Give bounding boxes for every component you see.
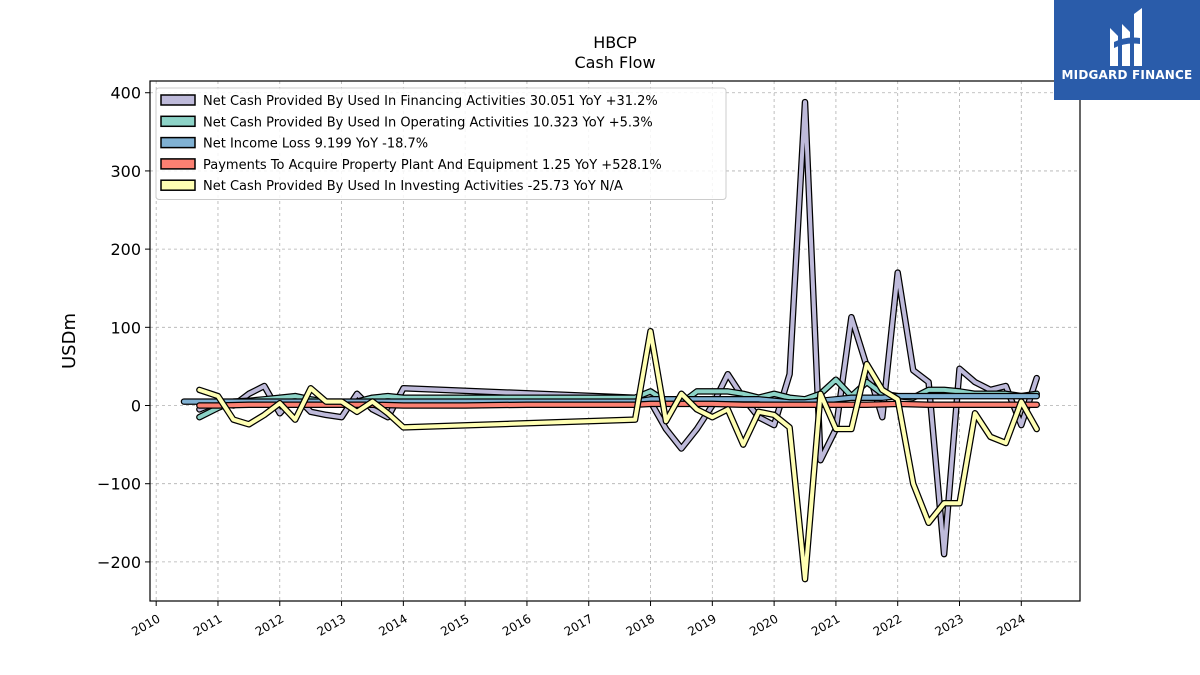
x-tick-label: 2018 xyxy=(624,611,657,638)
y-tick-label: 100 xyxy=(110,318,141,337)
y-tick-label: 300 xyxy=(110,162,141,181)
x-tick-label: 2023 xyxy=(933,611,966,638)
legend: Net Cash Provided By Used In Financing A… xyxy=(155,87,727,200)
logo-text: MIDGARD FINANCE xyxy=(1061,68,1193,82)
x-tick-label: 2016 xyxy=(500,611,533,638)
x-tick-label: 2024 xyxy=(994,611,1027,638)
legend-label: Net Cash Provided By Used In Financing A… xyxy=(203,94,658,109)
legend-swatch xyxy=(160,115,196,128)
legend-box xyxy=(155,87,727,200)
x-tick-label: 2017 xyxy=(562,611,595,638)
y-tick-label: −100 xyxy=(97,475,141,494)
logo-mark-icon xyxy=(1110,8,1142,66)
x-tick-label: 2021 xyxy=(809,611,842,638)
chart-subtitle: Cash Flow xyxy=(574,53,655,72)
y-tick-label: 200 xyxy=(110,240,141,259)
y-tick-label: 0 xyxy=(131,397,141,416)
x-tick-label: 2014 xyxy=(376,611,409,638)
legend-swatch xyxy=(160,158,196,170)
y-tick-label: 400 xyxy=(110,84,141,103)
chart-title: HBCP xyxy=(593,33,637,52)
legend-label: Net Cash Provided By Used In Investing A… xyxy=(203,179,623,194)
midgard-finance-logo: MIDGARD FINANCE xyxy=(1054,0,1200,100)
x-tick-label: 2020 xyxy=(747,611,780,638)
plot-frame xyxy=(149,80,1081,602)
legend-label: Payments To Acquire Property Plant And E… xyxy=(203,158,662,173)
x-tick-label: 2013 xyxy=(315,611,348,638)
x-tick-label: 2011 xyxy=(191,611,224,638)
legend-swatch xyxy=(160,136,196,149)
series-5 xyxy=(196,327,1040,583)
legend-label: Net Income Loss 9.199 YoY -18.7% xyxy=(203,137,428,152)
x-tick-label: 2010 xyxy=(129,611,162,638)
legend-swatch xyxy=(160,179,196,191)
x-tick-label: 2012 xyxy=(253,611,286,638)
y-tick-label: −200 xyxy=(97,553,141,572)
x-tick-label: 2019 xyxy=(685,611,718,638)
y-axis-label: USDm xyxy=(59,313,80,369)
legend-swatch xyxy=(160,94,196,106)
x-tick-label: 2015 xyxy=(438,611,471,638)
legend-label: Net Cash Provided By Used In Operating A… xyxy=(203,115,653,130)
x-tick-label: 2022 xyxy=(871,611,904,638)
series-lines xyxy=(180,98,1040,583)
